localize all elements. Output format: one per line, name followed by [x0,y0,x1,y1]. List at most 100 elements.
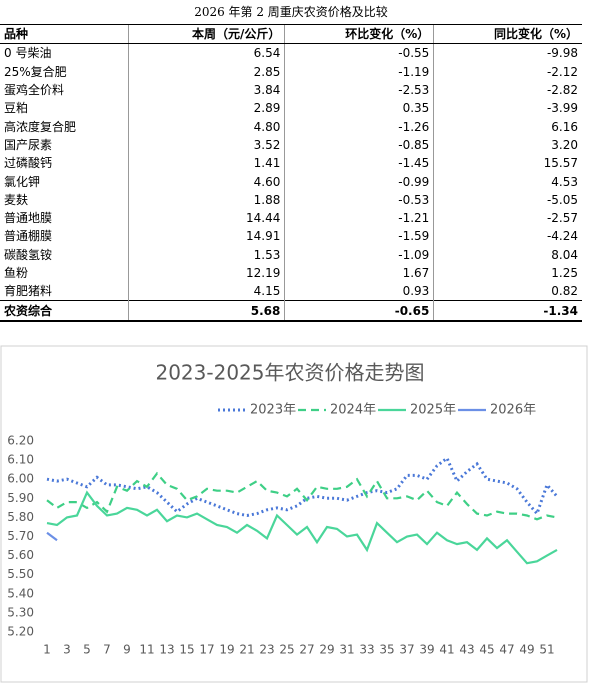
table-row: 麦麸 1.88 -0.53 -5.05 [0,190,582,209]
y-tick-label: 5.20 [7,625,34,639]
y-tick-label: 5.30 [7,605,34,619]
table-cell: 鱼粉 [4,266,29,280]
table-row: 品种 本周（元/公斤） 环比变化（%） 同比变化（%） [0,24,582,45]
y-tick-label: 6.20 [7,434,34,448]
table-cell: -4.24 [433,227,582,246]
x-tick-label: 19 [219,643,234,657]
chart-title: 2023-2025年农资价格走势图 [155,361,424,385]
table-cell: 4.15 [128,282,285,301]
table-row: 25%复合肥 2.85 -1.19 -2.12 [0,62,582,81]
table-cell: 本周（元/公斤） [128,24,285,45]
table-cell: 12.19 [128,263,285,283]
table-cell: 14.44 [128,208,285,228]
table-cell: 4.60 [128,172,285,191]
x-tick-label: 13 [159,643,174,657]
table-cell: 1.67 [284,263,434,283]
table-cell: -1.09 [284,245,434,264]
table-row: 豆粕 2.89 0.35 -3.99 [0,99,582,118]
table-cell: 1.53 [128,245,285,264]
y-tick-label: 5.80 [7,510,34,524]
price-table: 2026 年第 2 周重庆农资价格及比较 品种 本周（元/公斤） 环比变化（%） 同比… [0,0,582,322]
table-row: 普通棚膜 14.91 -1.59 -4.24 [0,227,582,246]
table-row: 过磷酸钙 1.41 -1.45 15.57 [0,154,582,173]
x-tick-label: 35 [379,643,394,657]
x-tick-label: 11 [139,643,154,657]
table-cell: -0.99 [284,172,434,191]
table-cell: 蛋鸡全价料 [4,83,65,98]
table-cell: -1.21 [284,208,434,228]
table-cell: -2.57 [433,208,582,228]
table-cell: 0.35 [284,99,434,118]
legend-label: 2026年 [490,403,536,418]
table-cell: 环比变化（%） [284,24,434,45]
table-cell: 0.82 [433,282,582,301]
table-cell: -5.05 [433,190,582,209]
series-line [46,531,58,542]
table-cell: 品种 [0,24,129,45]
table-cell: -0.55 [284,43,434,63]
table-cell: 氯化钾 [4,174,41,189]
table-cell: 1.41 [128,154,285,173]
table-cell: -1.45 [284,154,434,173]
table-title: 2026 年第 2 周重庆农资价格及比较 [0,0,582,25]
table-row: 高浓度复合肥 4.80 -1.26 6.16 [0,117,582,136]
legend-label: 2025年 [410,403,456,418]
table-row: 蛋鸡全价料 3.84 -2.53 -2.82 [0,80,582,100]
table-cell: -2.53 [284,80,434,100]
table-cell: 豆粕 [4,101,29,116]
table-cell: 麦麸 [4,192,29,207]
x-tick-label: 43 [459,643,474,657]
table-row: 育肥猪料 4.15 0.93 0.82 [0,282,582,301]
x-tick-label: 27 [299,643,314,657]
table-cell: 碳酸氢铵 [4,247,53,262]
table-cell: 过磷酸钙 [4,156,53,171]
x-tick-label: 7 [103,643,111,657]
x-tick-label: 21 [239,643,254,657]
x-tick-label: 9 [123,643,131,657]
table-cell: 农资综合 [0,300,129,322]
table-cell: -0.85 [284,135,434,155]
table-cell: -3.99 [433,99,582,118]
table-cell: 8.04 [433,245,582,264]
x-tick-label: 39 [419,643,434,657]
table-cell: 3.20 [433,135,582,155]
legend-label: 2024年 [330,403,376,418]
series-line [46,490,558,565]
table-cell: -1.19 [284,62,434,81]
table-cell: 6.54 [128,43,285,63]
x-tick-label: 29 [319,643,334,657]
x-tick-label: 17 [199,643,214,657]
x-tick-label: 37 [399,643,414,657]
table-cell: 1.25 [433,263,582,283]
table-cell: -0.65 [284,300,434,322]
table-cell: 25%复合肥 [4,64,67,79]
table-cell: -2.82 [433,80,582,100]
table-cell: 普通棚膜 [4,229,53,244]
table-cell: -9.98 [433,43,582,63]
table-row: 鱼粉 12.19 1.67 1.25 [0,263,582,283]
x-tick-label: 5 [83,643,91,657]
table-cell: 同比变化（%） [433,24,582,45]
x-tick-label: 1 [43,643,51,657]
table-cell: 3.84 [128,80,285,100]
y-tick-label: 5.60 [7,548,34,562]
table-cell: 高浓度复合肥 [4,119,77,134]
y-tick-label: 5.90 [7,491,34,505]
table-cell: 普通地膜 [4,211,53,226]
table-cell: 育肥猪料 [4,284,53,299]
table-row: 农资综合 5.68 -0.65 -1.34 [0,300,582,322]
legend-label: 2023年 [250,403,296,418]
x-tick-label: 49 [519,643,534,657]
x-tick-label: 25 [279,643,294,657]
table-cell: 2.89 [128,99,285,118]
table-cell: -0.53 [284,190,434,209]
x-tick-label: 47 [499,643,514,657]
chart: 2023-2025年农资价格走势图 5.20 5.30 5.40 5.50 5.60 5.… [0,345,588,683]
table-cell: 国产尿素 [4,137,53,152]
table-cell: 5.68 [128,300,285,322]
x-tick-label: 41 [439,643,454,657]
table-row: 普通地膜 14.44 -1.21 -2.57 [0,208,582,228]
table-row: 氯化钾 4.60 -0.99 4.53 [0,172,582,191]
x-tick-label: 51 [539,643,554,657]
x-tick-label: 31 [339,643,354,657]
